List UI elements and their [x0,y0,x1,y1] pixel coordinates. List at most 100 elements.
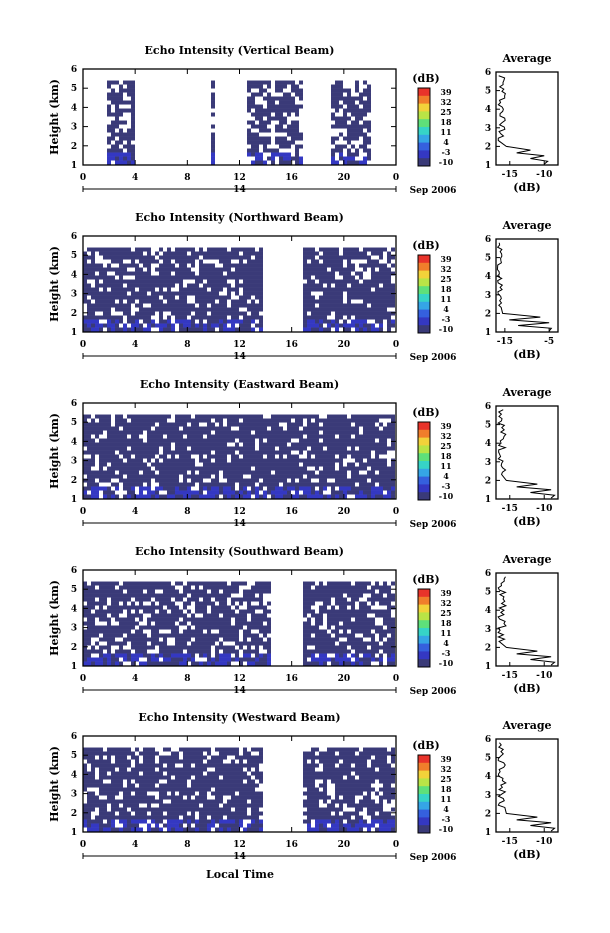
heatmap-cell [139,292,143,296]
heatmap-cell [295,137,299,141]
heatmap-cell [103,300,107,304]
heatmap-cell [127,776,131,780]
heatmap-cell [99,630,103,634]
colorbar-unit: (dB) [412,573,439,586]
heatmap-cell [335,586,339,590]
heatmap-cell [159,610,163,614]
heatmap-cell [319,638,323,642]
heatmap-cell [107,626,111,630]
heatmap-cell [231,431,235,435]
heatmap-cell [303,431,307,435]
heatmap-cell [259,280,263,284]
heatmap-cell [87,622,91,626]
heatmap-cell [335,316,339,320]
heatmap-cell [219,447,223,451]
heatmap-cell [259,427,263,431]
heatmap-cell [119,618,123,622]
heatmap-cell [275,483,279,487]
heatmap-cell [223,284,227,288]
heatmap-cell [331,638,335,642]
heatmap-cell [331,614,335,618]
heatmap-cell [151,638,155,642]
heatmap-cell [175,820,179,824]
heatmap-cell [219,463,223,467]
heatmap-cell [203,618,207,622]
heatmap-cell [379,487,383,491]
heatmap-cell [143,820,147,824]
heatmap-cell [267,109,271,113]
heatmap-cell [291,463,295,467]
heatmap-cell [363,161,367,165]
heatmap-cell [111,252,115,256]
heatmap-cell [219,634,223,638]
heatmap-cell [235,614,239,618]
heatmap-cell [295,431,299,435]
heatmap-cell [251,264,255,268]
y-tick-label: 2 [71,476,77,486]
heatmap-cell [203,256,207,260]
heatmap-cell [243,431,247,435]
heatmap-cell [131,451,135,455]
heatmap-cell [111,328,115,332]
heatmap-cell [279,85,283,89]
heatmap-cell [167,439,171,443]
heatmap-cell [135,642,139,646]
heatmap-cell [171,602,175,606]
heatmap-cell [95,431,99,435]
heatmap-cell [319,459,323,463]
heatmap-cell [367,495,371,499]
heatmap-cell [99,316,103,320]
heatmap-cell [255,451,259,455]
heatmap-cell [335,431,339,435]
heatmap-cell [187,459,191,463]
heatmap-cell [311,483,315,487]
heatmap-cell [155,419,159,423]
heatmap-cell [279,89,283,93]
heatmap-cell [135,483,139,487]
heatmap-cell [243,618,247,622]
heatmap-cell [171,804,175,808]
heatmap-cell [303,256,307,260]
heatmap-cell [151,582,155,586]
y-tick-label: 4 [71,604,77,614]
heatmap-cell [323,288,327,292]
heatmap-cell [231,614,235,618]
heatmap-cell [247,602,251,606]
heatmap-cell [163,455,167,459]
heatmap-cell [251,320,255,324]
heatmap-cell [215,443,219,447]
heatmap-cell [283,81,287,85]
heatmap-cell [327,594,331,598]
heatmap-cell [187,276,191,280]
heatmap-cell [131,634,135,638]
heatmap-cell [107,455,111,459]
heatmap-cell [275,459,279,463]
x-tick-label: 20 [338,340,351,350]
heatmap-cell [387,602,391,606]
heatmap-cell [339,264,343,268]
heatmap-cell [307,431,311,435]
heatmap-cell [347,602,351,606]
heatmap-cell [303,491,307,495]
heatmap-cell [99,582,103,586]
heatmap-cell [191,447,195,451]
heatmap-cell [115,626,119,630]
heatmap-cell [95,634,99,638]
heatmap-cell [135,292,139,296]
colorbar-segment [418,644,430,652]
heatmap-cell [375,642,379,646]
heatmap-cell [307,324,311,328]
heatmap-cell [215,451,219,455]
heatmap-cell [387,594,391,598]
heatmap-cell [319,642,323,646]
heatmap-cell [195,443,199,447]
heatmap-cell [251,308,255,312]
heatmap-cell [119,459,123,463]
heatmap-cell [179,300,183,304]
heatmap-cell [147,264,151,268]
heatmap-cell [251,248,255,252]
heatmap-cell [271,431,275,435]
heatmap-cell [319,268,323,272]
heatmap-cell [351,431,355,435]
heatmap-cell [235,606,239,610]
